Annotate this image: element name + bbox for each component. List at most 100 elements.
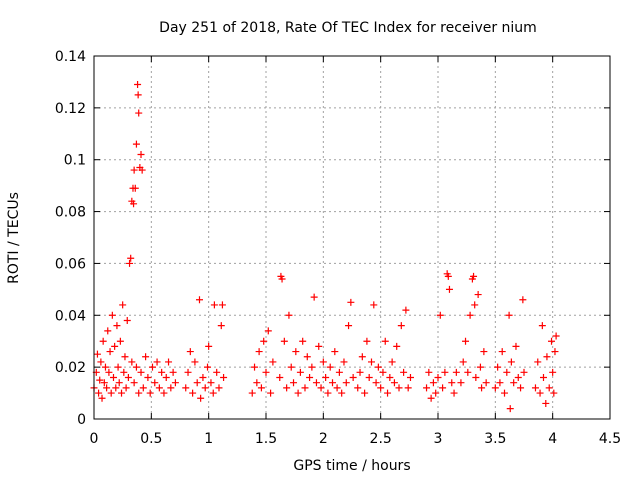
data-point [429,379,437,387]
y-tick-label: 0.12 [55,101,86,117]
data-point [158,368,166,376]
data-point [347,298,355,306]
data-point [195,296,203,304]
data-point [445,285,453,293]
chart-title: Day 251 of 2018, Rate Of TEC Index for r… [159,20,537,36]
data-point [444,272,452,280]
data-point [113,322,121,330]
data-point [549,368,557,376]
data-point [218,301,226,309]
data-point [165,358,173,366]
data-point [374,363,382,371]
data-point [319,358,327,366]
data-points [90,81,560,413]
data-point [93,350,101,358]
x-tick-label: 3 [434,431,443,447]
data-point [209,389,217,397]
data-point [280,337,288,345]
data-point [114,363,122,371]
data-point [531,384,539,392]
data-point [386,374,394,382]
data-point [551,348,559,356]
data-point [269,358,277,366]
data-point [331,348,339,356]
data-point [257,384,265,392]
data-point [548,337,556,345]
data-point [301,384,309,392]
data-point [423,384,431,392]
data-point [106,348,114,356]
x-tick-label: 0.5 [140,431,162,447]
data-point [186,348,194,356]
data-point [118,389,126,397]
data-point [312,379,320,387]
data-point [550,389,558,397]
x-tick-label: 2 [319,431,328,447]
data-point [494,363,502,371]
data-point [142,353,150,361]
data-point [105,368,113,376]
data-point [264,327,272,335]
data-point [536,389,544,397]
data-point [498,348,506,356]
data-point [510,379,518,387]
data-point [507,358,515,366]
data-point [520,368,528,376]
data-point [137,151,145,159]
data-point [96,376,104,384]
data-point [545,384,553,392]
data-point [406,374,414,382]
data-point [400,368,408,376]
data-point [552,332,560,340]
y-tick-label: 0.04 [55,308,86,324]
data-point [292,348,300,356]
data-point [506,405,514,413]
data-point [137,368,145,376]
data-point [191,358,199,366]
data-point [534,358,542,366]
data-point [210,301,218,309]
data-point [503,368,511,376]
data-point [478,384,486,392]
data-point [388,358,396,366]
data-point [103,384,111,392]
data-point [505,311,513,319]
data-point [260,337,268,345]
data-point [345,322,353,330]
data-point [111,342,119,350]
data-point [324,389,332,397]
y-tick-label: 0.06 [55,256,86,272]
data-point [452,368,460,376]
data-point [379,368,387,376]
data-point [253,379,261,387]
data-point [354,384,362,392]
data-point [466,311,474,319]
data-point [130,166,138,174]
data-point [491,384,499,392]
data-point [144,374,152,382]
grid-lines [94,56,610,419]
data-point [278,275,286,283]
data-point [217,322,225,330]
data-point [402,306,410,314]
data-point [370,301,378,309]
data-point [108,311,116,319]
data-point [512,342,520,350]
data-point [338,389,346,397]
data-point [115,379,123,387]
data-point [182,384,190,392]
data-point [285,311,293,319]
data-point [134,81,142,89]
data-point [496,379,504,387]
data-point [197,394,205,402]
data-point [299,337,307,345]
data-point [135,109,143,117]
data-point [476,363,484,371]
data-point [294,389,302,397]
data-point [155,384,163,392]
data-point [207,379,215,387]
y-tick-label: 0.02 [55,360,86,376]
data-point [303,353,311,361]
data-point [120,368,128,376]
data-point [542,399,550,407]
